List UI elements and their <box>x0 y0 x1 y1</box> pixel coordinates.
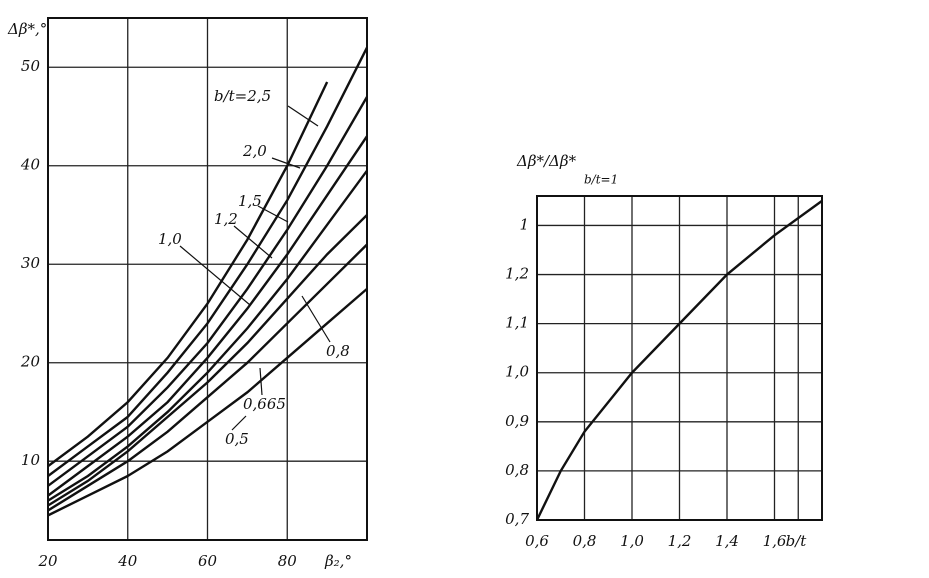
curve <box>537 199 822 520</box>
x-axis-label: β₂,° <box>324 552 352 570</box>
y-tick-label: 1,0 <box>505 363 529 381</box>
x-tick-label: 0,8 <box>573 532 597 550</box>
curve <box>48 214 367 507</box>
y-axis-label: Δβ*/Δβ* <box>516 152 577 170</box>
leader-line <box>257 205 289 223</box>
curve-label: 0,665 <box>243 395 286 413</box>
leader-line <box>271 157 301 169</box>
leader-line <box>301 295 331 343</box>
curve-label: b/t=2,5 <box>214 87 271 105</box>
curve <box>48 135 367 497</box>
leader-line <box>179 245 251 306</box>
x-axis-label: b/t <box>786 532 808 550</box>
curve <box>48 169 367 502</box>
leader-line <box>231 415 247 431</box>
y-tick-label: 1 <box>519 215 529 233</box>
plot-frame <box>536 195 823 521</box>
y-tick-label: 0,8 <box>505 461 529 479</box>
x-tick-label: 1,4 <box>715 532 739 550</box>
curve <box>48 243 367 512</box>
curve-label: 1,2 <box>214 210 238 228</box>
y-tick-label: 40 <box>20 156 41 174</box>
leader-line <box>233 225 273 259</box>
y-tick-label: 0,7 <box>505 510 529 528</box>
y-tick-label: 0,9 <box>505 412 529 430</box>
y-tick-label: 20 <box>20 353 41 371</box>
y-tick-label: 50 <box>21 57 41 75</box>
curve-label: 0,8 <box>326 342 350 360</box>
curve-label: 1,0 <box>158 230 182 248</box>
y-axis-label-sub: b/t=1 <box>584 173 618 187</box>
curve-label: 2,0 <box>242 142 267 160</box>
x-tick-label: 20 <box>37 552 58 570</box>
x-tick-label: 0,6 <box>525 532 549 550</box>
plot-frame <box>47 17 368 541</box>
x-tick-label: 1,0 <box>620 532 644 550</box>
y-tick-label: 1,2 <box>505 265 529 283</box>
y-tick-label: 10 <box>21 451 41 469</box>
y-tick-label: 1,1 <box>505 314 529 332</box>
curve-label: 0,5 <box>225 430 249 448</box>
curve <box>48 287 367 517</box>
curve <box>48 96 367 487</box>
y-tick-label: 30 <box>21 254 41 272</box>
y-axis-label: Δβ*,° <box>7 20 47 38</box>
x-tick-label: 1,6 <box>763 532 787 550</box>
x-tick-label: 80 <box>278 552 298 570</box>
curve <box>48 81 329 468</box>
x-tick-label: 40 <box>117 552 138 570</box>
x-tick-label: 1,2 <box>668 532 692 550</box>
x-tick-label: 60 <box>198 552 218 570</box>
curve <box>48 47 367 477</box>
curve-label: 1,5 <box>238 192 262 210</box>
leader-line <box>287 105 319 127</box>
